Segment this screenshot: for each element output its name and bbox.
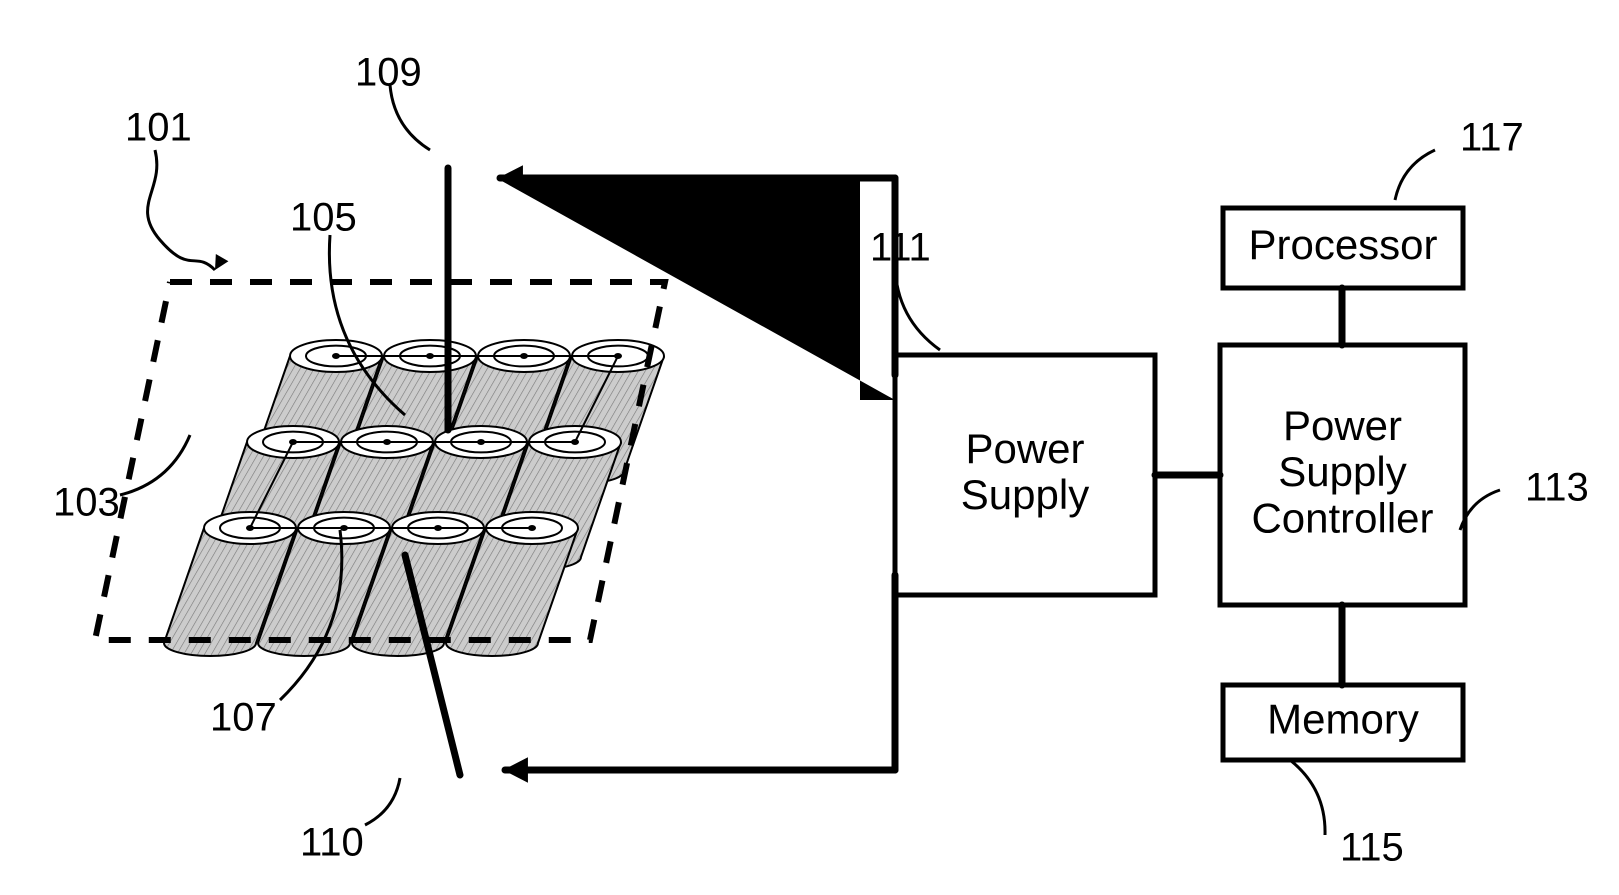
ref-105: 105 bbox=[290, 196, 357, 240]
memory-box: Memory bbox=[1223, 685, 1463, 760]
ref-103: 103 bbox=[53, 481, 120, 525]
ref-113: 113 bbox=[1525, 466, 1589, 510]
power-supply-box-label: Supply bbox=[961, 471, 1089, 518]
ref-107: 107 bbox=[210, 696, 277, 740]
power-supply-controller-box: PowerSupplyController bbox=[1220, 345, 1465, 605]
processor-box: Processor bbox=[1223, 208, 1463, 288]
memory-box-label: Memory bbox=[1267, 696, 1419, 743]
power-supply-box-label: Power bbox=[965, 425, 1084, 472]
ref-115: 115 bbox=[1340, 826, 1404, 870]
ref-101: 101 bbox=[125, 106, 192, 150]
ref-111: 111 bbox=[870, 226, 931, 270]
heavy-wire-bottom bbox=[503, 575, 895, 783]
power-supply-controller-box-label: Controller bbox=[1251, 494, 1433, 541]
power-supply-controller-box-label: Supply bbox=[1278, 448, 1406, 495]
ref-117: 117 bbox=[1460, 116, 1524, 160]
ref-109: 109 bbox=[355, 51, 422, 95]
processor-box-label: Processor bbox=[1248, 221, 1437, 268]
power-supply-box: PowerSupply bbox=[895, 355, 1155, 595]
power-supply-controller-box-label: Power bbox=[1283, 402, 1402, 449]
ref-110: 110 bbox=[300, 821, 364, 865]
